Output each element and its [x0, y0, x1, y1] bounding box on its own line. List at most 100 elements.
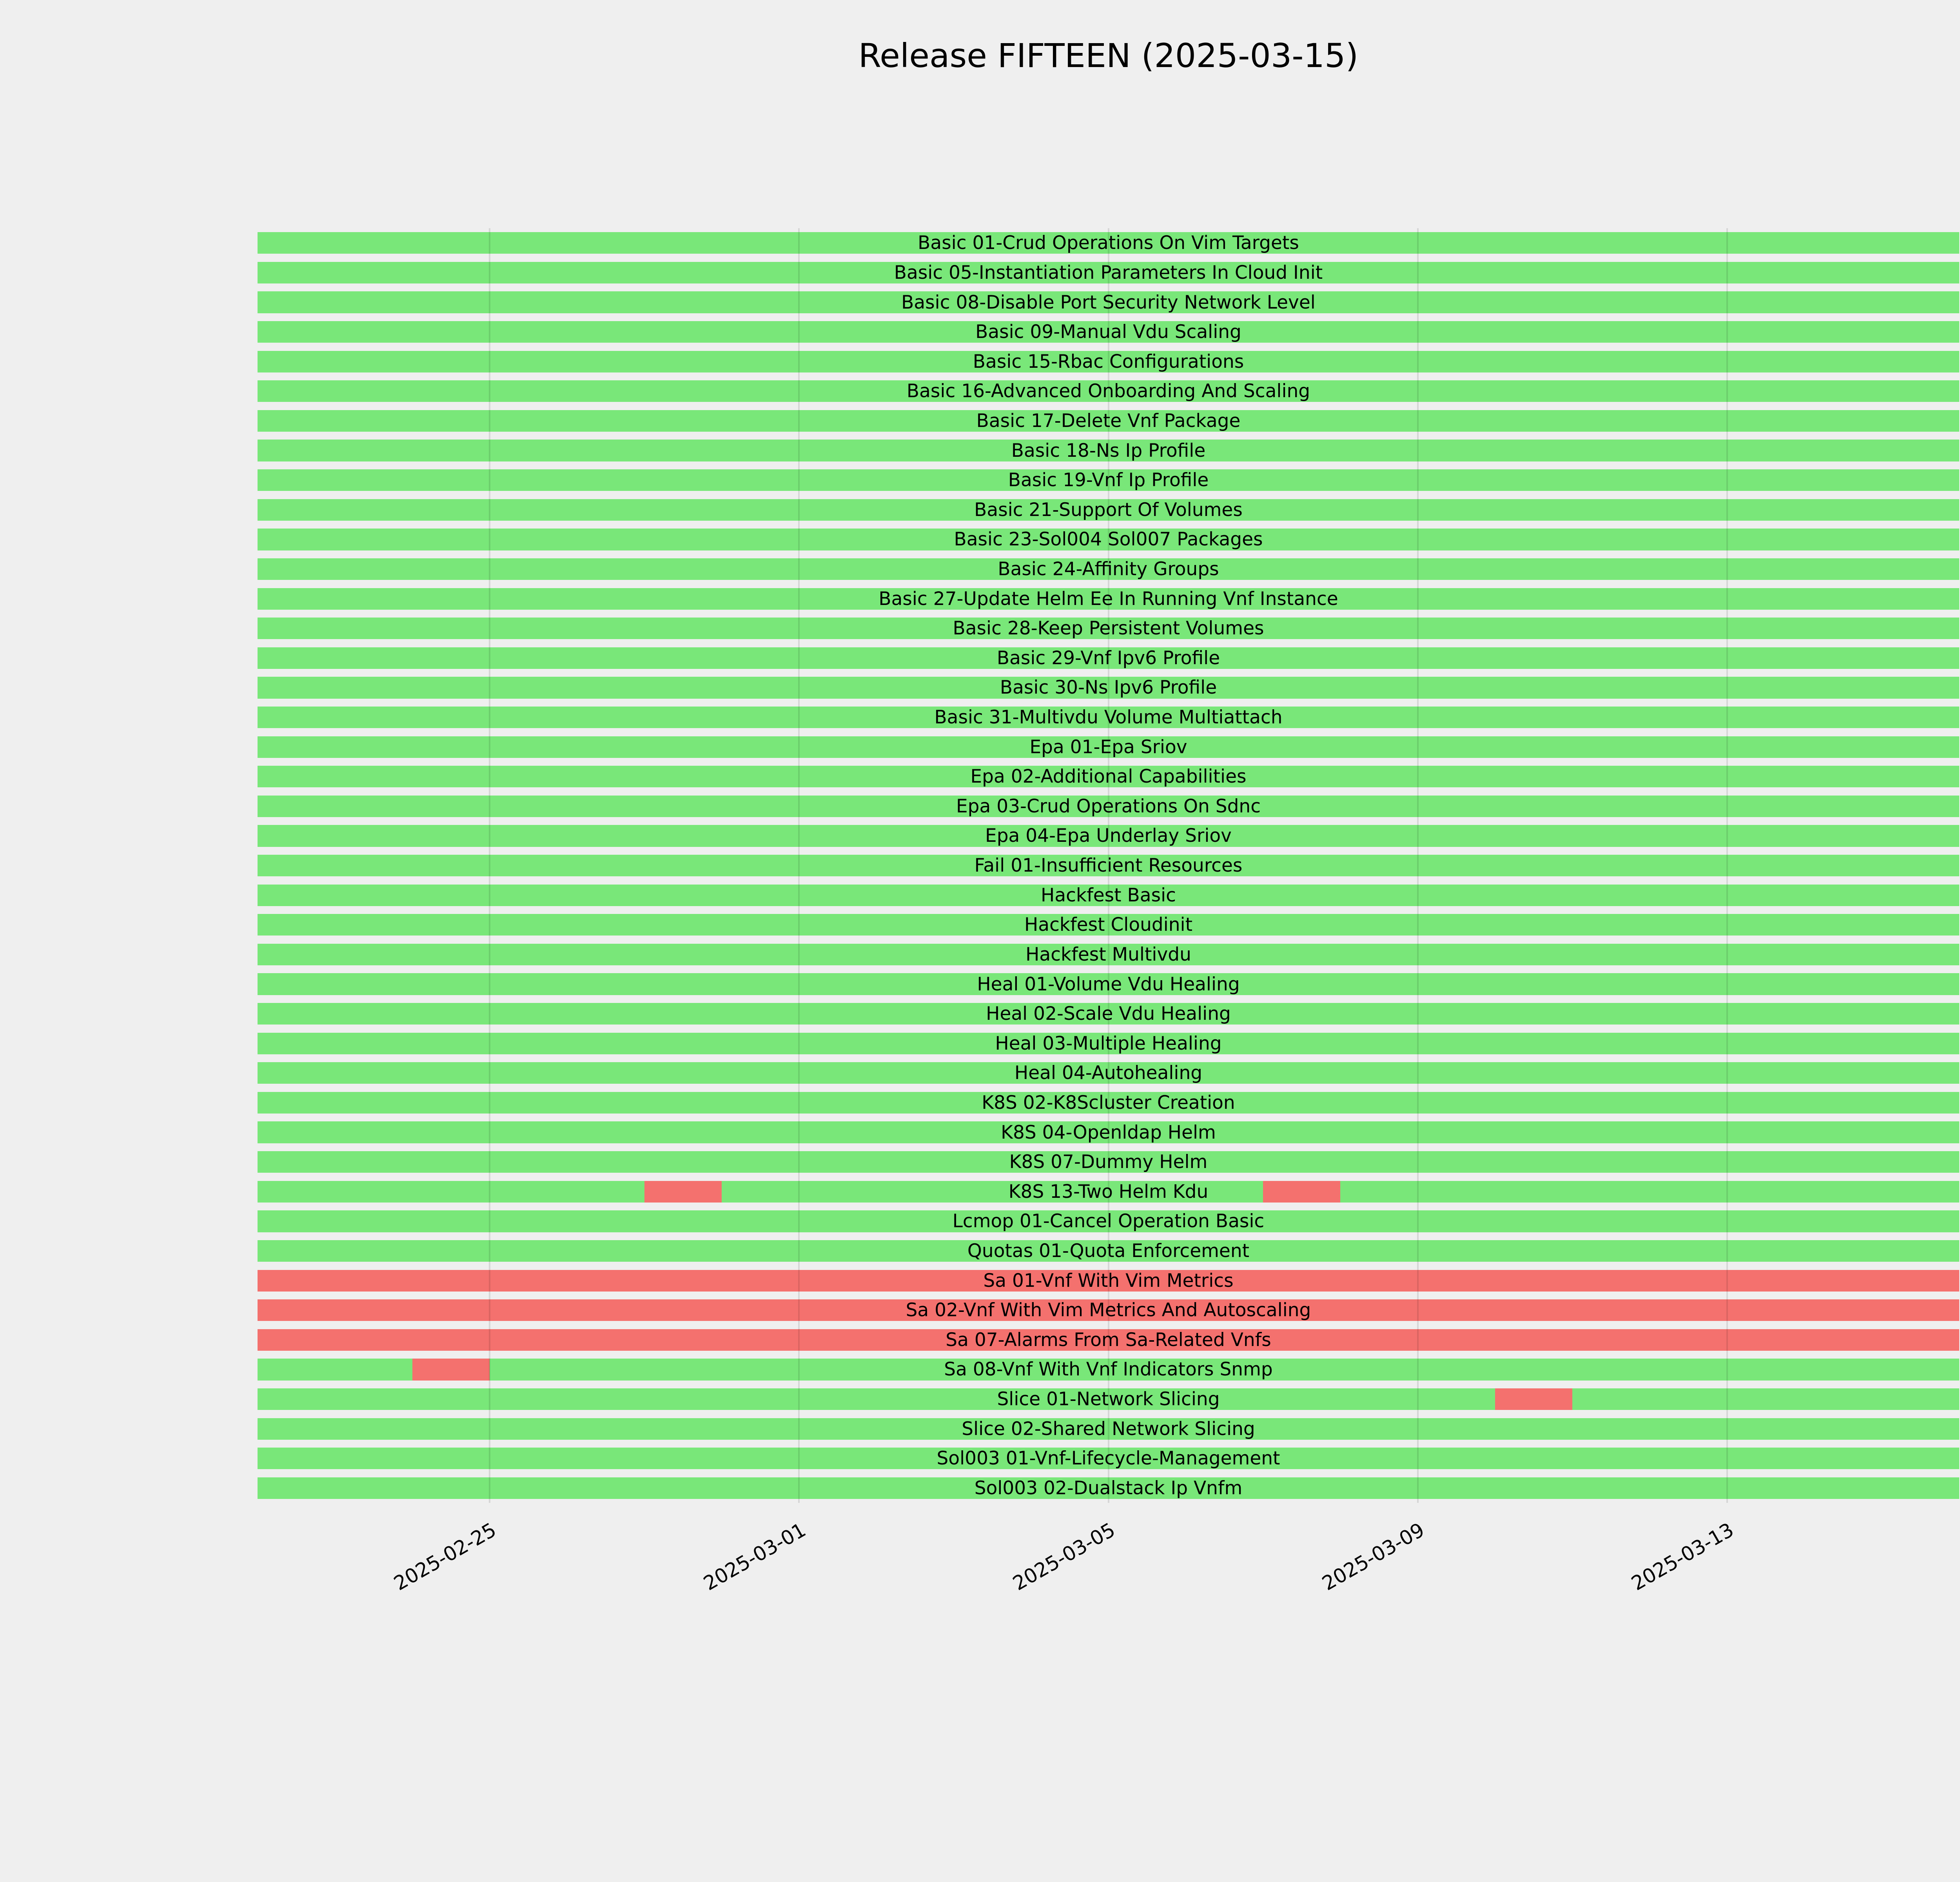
test-result-bar [258, 410, 1959, 432]
test-name-label: Fail 01-Insufficient Resources [974, 855, 1243, 877]
test-name-label: Basic 15-Rbac Configurations [973, 351, 1244, 372]
test-result-bar [258, 440, 1959, 461]
test-result-bar [258, 855, 1959, 877]
test-row: Sa 01-Vnf With Vim Metrics [258, 1266, 1959, 1295]
test-row: Basic 31-Multivdu Volume Multiattach [258, 703, 1959, 732]
test-row: Basic 29-Vnf Ipv6 Profile [258, 643, 1959, 673]
test-result-bar [258, 943, 1959, 966]
test-result-bar [258, 1032, 1959, 1054]
test-name-label: Epa 04-Epa Underlay Sriov [985, 825, 1232, 847]
test-result-bar [258, 321, 1959, 343]
test-result-bar [258, 1270, 1959, 1292]
test-result-bar [258, 825, 1959, 847]
test-name-label: Lcmop 01-Cancel Operation Basic [952, 1210, 1265, 1232]
test-name-label: Quotas 01-Quota Enforcement [967, 1240, 1250, 1262]
test-result-bar [258, 1448, 1959, 1470]
test-result-bar [258, 1121, 1959, 1143]
x-tick-label: 2025-03-05 [1009, 1518, 1119, 1595]
chart-title: Release FIFTEEN (2025-03-15) [858, 36, 1359, 75]
test-result-bar [258, 914, 1959, 936]
test-name-label: Hackfest Cloudinit [1024, 914, 1193, 936]
test-row: Sa 07-Alarms From Sa-Related Vnfs [258, 1325, 1959, 1355]
test-result-bar [258, 618, 1959, 639]
test-result-bar [258, 973, 1959, 995]
test-result-bar [258, 736, 1959, 758]
plot-area: Basic 01-Crud Operations On Vim Targets B… [258, 228, 1959, 1503]
test-row: Fail 01-Insufficient Resources [258, 851, 1959, 881]
test-row: Heal 03-Multiple Healing [258, 1028, 1959, 1058]
test-row: K8S 04-Openldap Helm [258, 1117, 1959, 1147]
test-name-label: Basic 29-Vnf Ipv6 Profile [996, 647, 1220, 669]
test-name-label: Basic 28-Keep Persistent Volumes [953, 618, 1264, 639]
test-result-bar [258, 1240, 1959, 1262]
test-row: Basic 23-Sol004 Sol007 Packages [258, 525, 1959, 554]
test-row: Sol003 01-Vnf-Lifecycle-Management [258, 1444, 1959, 1473]
test-row: Basic 05-Instantiation Parameters In Clo… [258, 258, 1959, 288]
test-name-label: Hackfest Basic [1041, 884, 1176, 906]
test-result-bar [258, 1210, 1959, 1232]
test-name-label: Basic 09-Manual Vdu Scaling [975, 321, 1241, 343]
test-result-bar [258, 291, 1959, 313]
test-name-label: Sa 01-Vnf With Vim Metrics [983, 1270, 1234, 1292]
test-result-bar [258, 1477, 1959, 1499]
test-name-label: Basic 30-Ns Ipv6 Profile [1000, 677, 1217, 699]
test-name-label: Basic 31-Multivdu Volume Multiattach [934, 707, 1283, 728]
test-name-label: Sa 07-Alarms From Sa-Related Vnfs [946, 1329, 1271, 1351]
x-axis: 2025-02-25 2025-03-01 2025-03-05 2025-03-09… [258, 1514, 1959, 1671]
test-name-label: Hackfest Multivdu [1025, 943, 1191, 965]
test-result-bar [258, 1388, 1959, 1410]
test-name-label: Basic 05-Instantiation Parameters In Clo… [894, 262, 1323, 283]
test-row: Basic 27-Update Helm Ee In Running Vnf I… [258, 584, 1959, 614]
fail-segment [1263, 1181, 1341, 1203]
test-name-label: K8S 02-K8Scluster Creation [982, 1092, 1235, 1114]
test-name-label: Sa 02-Vnf With Vim Metrics And Autoscali… [906, 1299, 1311, 1321]
test-result-bar [258, 262, 1959, 284]
test-result-bar [258, 558, 1959, 580]
test-name-label: Sol003 02-Dualstack Ip Vnfm [974, 1477, 1243, 1499]
test-result-bar [258, 1181, 1959, 1203]
x-tick-label: 2025-03-13 [1628, 1518, 1738, 1595]
test-result-bar [258, 1299, 1959, 1321]
test-result-bar [258, 232, 1959, 254]
test-row: Basic 24-Affinity Groups [258, 554, 1959, 584]
test-name-label: Basic 17-Delete Vnf Package [976, 410, 1241, 432]
test-row: Lcmop 01-Cancel Operation Basic [258, 1206, 1959, 1236]
test-name-label: Basic 18-Ns Ip Profile [1011, 440, 1206, 461]
test-row: Basic 18-Ns Ip Profile [258, 436, 1959, 465]
test-row: Heal 02-Scale Vdu Healing [258, 999, 1959, 1029]
test-result-bar [258, 884, 1959, 906]
test-row: Hackfest Cloudinit [258, 910, 1959, 940]
test-row: Basic 30-Ns Ipv6 Profile [258, 673, 1959, 703]
fail-segment [1495, 1388, 1573, 1410]
test-rows: Basic 01-Crud Operations On Vim Targets B… [258, 228, 1959, 1503]
x-tick-label: 2025-03-09 [1318, 1518, 1428, 1595]
test-result-bar [258, 706, 1959, 728]
test-row: Basic 19-Vnf Ip Profile [258, 465, 1959, 495]
test-row: Epa 02-Additional Capabilities [258, 762, 1959, 792]
test-row: Basic 16-Advanced Onboarding And Scaling [258, 376, 1959, 406]
test-row: Quotas 01-Quota Enforcement [258, 1236, 1959, 1266]
test-row: Basic 17-Delete Vnf Package [258, 406, 1959, 436]
test-result-bar [258, 499, 1959, 521]
test-name-label: K8S 13-Two Helm Kdu [1008, 1181, 1209, 1203]
test-name-label: Heal 04-Autohealing [1014, 1062, 1203, 1084]
test-row: Sol003 02-Dualstack Ip Vnfm [258, 1473, 1959, 1503]
test-name-label: Heal 01-Volume Vdu Healing [977, 973, 1240, 995]
test-result-bar [258, 795, 1959, 817]
test-row: Hackfest Basic [258, 880, 1959, 910]
test-result-bar [258, 1329, 1959, 1351]
test-row: Epa 04-Epa Underlay Sriov [258, 821, 1959, 851]
test-result-bar [258, 1092, 1959, 1114]
test-row: Slice 02-Shared Network Slicing [258, 1414, 1959, 1444]
x-tick-label: 2025-02-25 [390, 1518, 500, 1595]
x-tick-label: 2025-03-01 [699, 1518, 810, 1595]
test-name-label: Basic 16-Advanced Onboarding And Scaling [906, 380, 1310, 402]
test-row: Sa 08-Vnf With Vnf Indicators Snmp [258, 1355, 1959, 1384]
test-name-label: Basic 01-Crud Operations On Vim Targets [918, 232, 1299, 254]
test-result-bar [258, 766, 1959, 788]
test-result-bar [258, 529, 1959, 550]
test-row: Sa 02-Vnf With Vim Metrics And Autoscali… [258, 1295, 1959, 1325]
test-row: Epa 03-Crud Operations On Sdnc [258, 792, 1959, 821]
test-result-bar [258, 1003, 1959, 1025]
